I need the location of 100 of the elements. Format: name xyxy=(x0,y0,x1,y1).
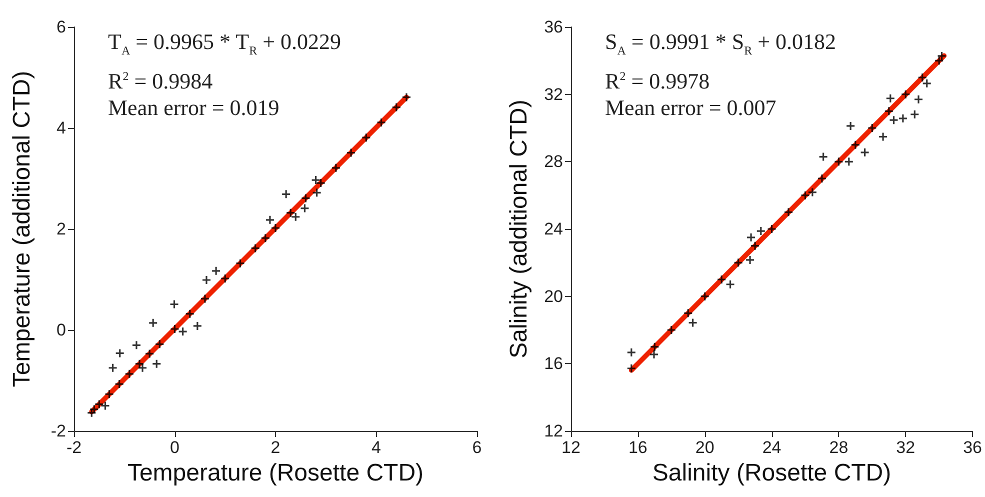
x-tick-label: 12 xyxy=(562,438,580,457)
point xyxy=(152,360,161,368)
point xyxy=(178,328,187,336)
point xyxy=(392,103,400,112)
annotation: R$^{2}$ = 0.9984 xyxy=(108,68,213,94)
x-tick-label: 36 xyxy=(963,438,982,457)
point xyxy=(212,266,220,275)
point xyxy=(282,190,290,198)
point xyxy=(935,56,944,65)
x-tick-label: 2 xyxy=(270,438,280,457)
point xyxy=(312,188,321,197)
point xyxy=(108,364,117,372)
point xyxy=(834,158,843,166)
point xyxy=(292,212,300,221)
point xyxy=(202,276,210,284)
point xyxy=(819,152,828,161)
point xyxy=(193,322,202,330)
point xyxy=(879,132,888,141)
point xyxy=(890,116,898,124)
point xyxy=(115,380,124,388)
point xyxy=(734,258,742,267)
point xyxy=(918,74,926,82)
point xyxy=(650,342,659,351)
point xyxy=(700,292,709,300)
point xyxy=(684,309,692,318)
point xyxy=(101,402,110,410)
point xyxy=(860,148,869,156)
y-tick-label: 24 xyxy=(544,220,563,238)
point xyxy=(105,390,114,398)
point xyxy=(286,208,295,217)
point xyxy=(236,259,244,268)
point xyxy=(312,176,320,184)
point xyxy=(251,244,260,252)
y-tick-label: 0 xyxy=(56,320,66,340)
point xyxy=(266,216,274,224)
point xyxy=(884,107,893,116)
point xyxy=(898,114,907,122)
x-tick-label: 0 xyxy=(170,438,180,457)
point xyxy=(170,300,178,308)
point xyxy=(200,294,209,303)
point xyxy=(347,148,356,157)
point xyxy=(156,340,164,348)
point xyxy=(300,204,309,212)
point xyxy=(627,348,636,356)
x-tick-label: 16 xyxy=(628,438,648,457)
point xyxy=(302,194,310,202)
point xyxy=(316,179,325,188)
annotation: T$_{A}$ = 0.9965 * T$_{R}$ + 0.0229 xyxy=(108,29,342,58)
x-tick-label: 20 xyxy=(695,438,714,457)
point xyxy=(402,93,410,102)
point xyxy=(922,79,931,88)
point xyxy=(90,405,98,414)
point xyxy=(718,276,726,284)
point xyxy=(851,140,860,149)
point xyxy=(801,191,810,200)
point xyxy=(747,233,756,242)
point xyxy=(138,364,147,372)
point xyxy=(910,110,919,118)
x-axis-title: Salinity (Rosette CTD) xyxy=(652,460,892,486)
point xyxy=(784,208,793,216)
point xyxy=(146,350,154,358)
x-tick-label: 28 xyxy=(829,438,848,457)
y-axis-title: Temperature (additional CTD) xyxy=(8,70,36,388)
point xyxy=(914,95,923,104)
y-axis-title: Salinity (additional CTD) xyxy=(506,100,532,358)
y-tick-label: 28 xyxy=(544,152,563,172)
annotation: Mean error = 0.019 xyxy=(108,94,280,120)
point xyxy=(221,274,230,282)
point xyxy=(149,318,158,327)
point xyxy=(667,326,676,334)
y-tick-label: 4 xyxy=(56,118,66,138)
y-tick-label: 12 xyxy=(544,422,563,440)
point xyxy=(125,370,134,378)
annotation: Mean error = 0.007 xyxy=(605,94,776,120)
point xyxy=(844,158,853,166)
point xyxy=(170,324,179,333)
x-tick-label: 6 xyxy=(472,438,482,457)
y-tick-label: -2 xyxy=(50,422,66,440)
annotation: R$^{2}$ = 0.9978 xyxy=(605,68,710,94)
y-tick-label: 20 xyxy=(544,286,563,306)
x-tick-label: 24 xyxy=(762,438,782,457)
point xyxy=(627,364,636,372)
point xyxy=(261,234,270,242)
point xyxy=(768,225,776,233)
point xyxy=(272,224,280,232)
point xyxy=(95,400,104,408)
point xyxy=(751,242,760,250)
annotation: S$_{A}$ = 0.9991 * S$_{R}$ + 0.0182 xyxy=(605,29,836,58)
point xyxy=(377,118,386,126)
y-tick-label: 16 xyxy=(544,354,563,374)
point xyxy=(688,318,697,327)
point xyxy=(818,174,826,182)
point xyxy=(116,349,124,358)
point xyxy=(902,90,910,98)
point xyxy=(186,310,194,318)
point xyxy=(808,188,816,196)
x-tick-label: 4 xyxy=(372,438,381,457)
point xyxy=(868,124,876,132)
point xyxy=(726,280,734,288)
point xyxy=(332,164,340,172)
